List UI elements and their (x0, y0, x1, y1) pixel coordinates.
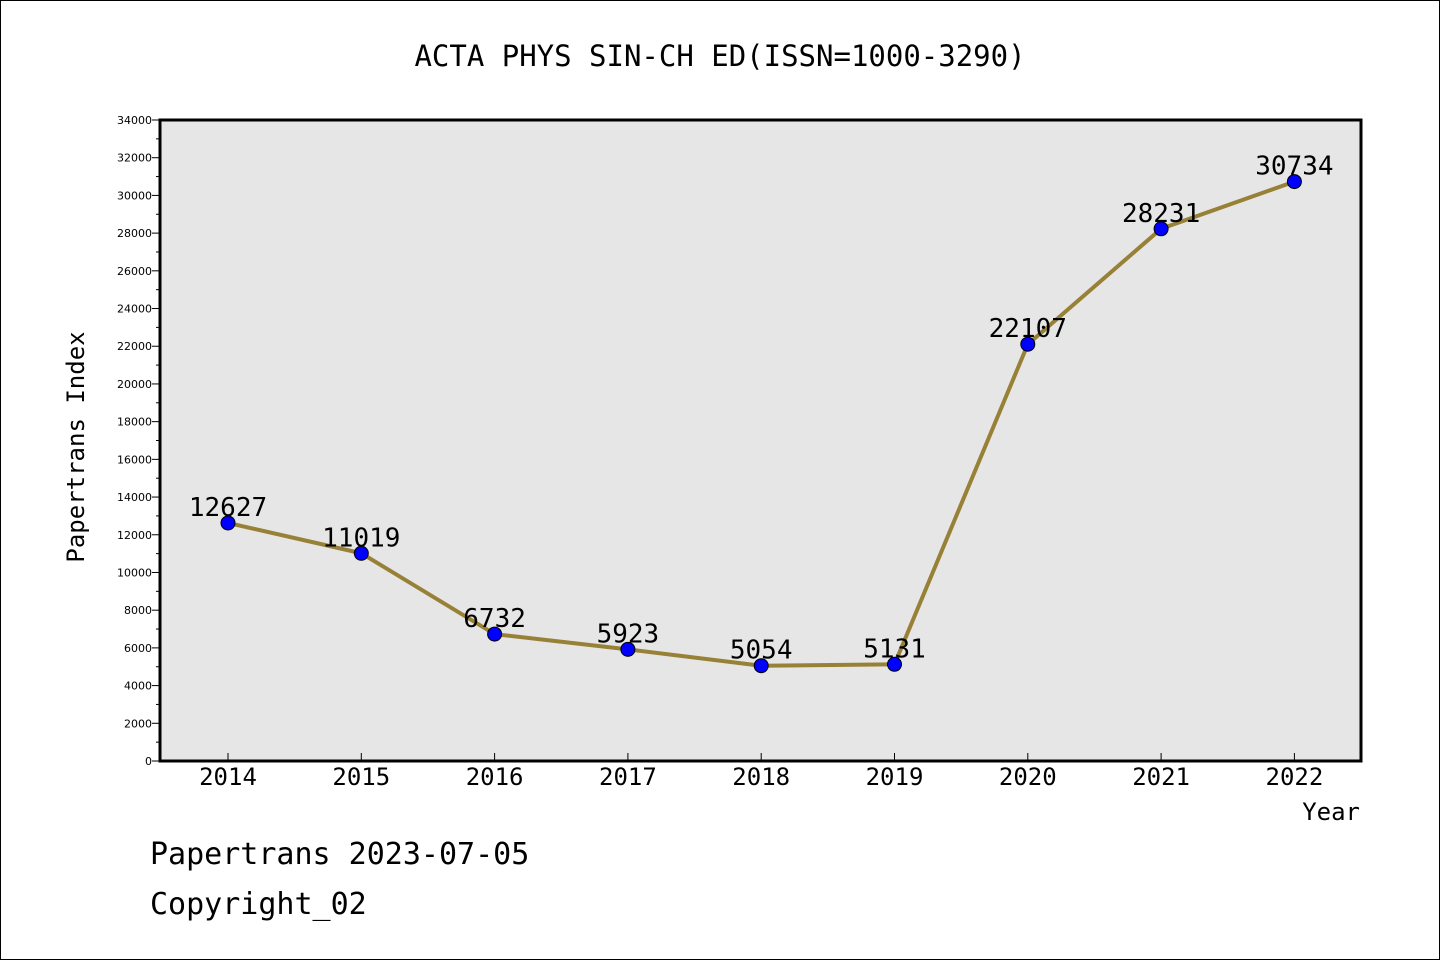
data-point (1153, 221, 1169, 237)
chart-title: ACTA PHYS SIN-CH ED(ISSN=1000-3290) (414, 39, 1025, 73)
data-point (753, 658, 769, 674)
x-tick-label: 2018 (732, 763, 790, 791)
x-tick-label: 2020 (999, 763, 1057, 791)
x-axis: 2014 2015 2016 2017 2018 2019 2020 2021 2022 (199, 753, 1323, 791)
data-label: 12627 (189, 493, 267, 523)
y-tick-label: 26000 (117, 265, 152, 278)
data-label: 5923 (597, 619, 660, 649)
x-tick-label: 2017 (599, 763, 657, 791)
data-point (620, 641, 636, 657)
y-tick-label: 20000 (117, 378, 152, 391)
x-tick-label: 2014 (199, 763, 257, 791)
x-axis-label: Year (1302, 798, 1360, 826)
data-point (487, 626, 503, 642)
data-label: 30734 (1255, 152, 1333, 182)
y-axis-label: Papertrans Index (62, 331, 90, 562)
data-point (353, 545, 369, 561)
y-tick-label: 32000 (117, 152, 152, 165)
data-point (220, 515, 236, 531)
data-label: 11019 (322, 523, 400, 553)
y-tick-label: 4000 (124, 680, 152, 693)
data-point (1286, 174, 1302, 190)
footer-date: Papertrans 2023-07-05 (150, 837, 529, 872)
y-axis: 0 2000 4000 6000 8000 10000 12000 14000 16000 180… (117, 114, 160, 768)
y-tick-label: 28000 (117, 227, 152, 240)
y-tick-label: 2000 (124, 717, 152, 730)
y-tick-label: 6000 (124, 642, 152, 655)
data-label: 28231 (1122, 199, 1200, 229)
data-labels: 12627 11019 6732 5923 5054 5131 22107 28231 3073… (189, 152, 1334, 666)
y-tick-label: 12000 (117, 529, 152, 542)
footer-copyright: Copyright_02 (150, 887, 367, 922)
x-tick-label: 2016 (466, 763, 524, 791)
x-tick-label: 2021 (1132, 763, 1190, 791)
x-tick-label: 2015 (332, 763, 390, 791)
x-tick-label: 2019 (866, 763, 924, 791)
y-tick-label: 34000 (117, 114, 152, 127)
y-tick-label: 8000 (124, 604, 152, 617)
data-label: 22107 (989, 314, 1067, 344)
y-tick-label: 0 (145, 755, 152, 768)
y-tick-label: 22000 (117, 340, 152, 353)
x-tick-label: 2022 (1266, 763, 1324, 791)
data-series (220, 174, 1302, 674)
y-tick-label: 24000 (117, 303, 152, 316)
data-point (1020, 336, 1036, 352)
data-point (887, 656, 902, 672)
data-label: 6732 (463, 604, 526, 634)
y-tick-label: 14000 (117, 491, 152, 504)
y-tick-label: 16000 (117, 453, 152, 466)
y-tick-label: 30000 (117, 189, 152, 202)
y-tick-label: 10000 (117, 566, 152, 579)
data-label: 5054 (730, 636, 793, 666)
y-tick-label: 18000 (117, 416, 152, 429)
data-label: 5131 (863, 634, 926, 664)
